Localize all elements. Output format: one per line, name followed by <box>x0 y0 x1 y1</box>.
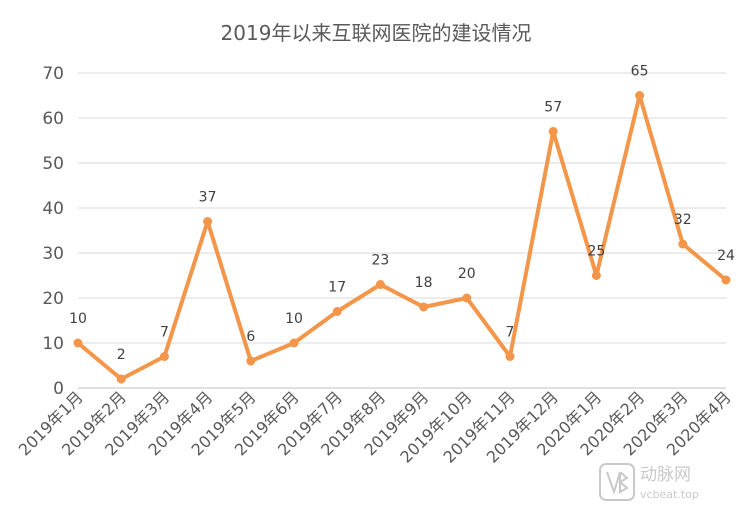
data-label: 18 <box>415 275 433 291</box>
series-layer <box>73 91 731 384</box>
data-point <box>203 217 213 226</box>
data-label: 25 <box>587 244 605 260</box>
y-tick-label: 60 <box>42 109 64 129</box>
data-label: 20 <box>458 266 476 282</box>
data-label: 37 <box>199 190 217 206</box>
data-label: 7 <box>506 325 515 341</box>
data-point <box>73 338 83 348</box>
data-label: 57 <box>544 100 562 116</box>
data-label: 10 <box>285 311 303 327</box>
gridlines <box>78 72 726 389</box>
data-labels: 10 2 7 37 6 10 17 23 18 20 7 57 25 65 32 24 <box>69 64 735 364</box>
data-label: 17 <box>328 280 346 296</box>
data-point <box>505 352 515 361</box>
data-point <box>116 374 126 384</box>
data-point <box>721 275 731 285</box>
y-tick-label: 0 <box>53 379 64 399</box>
data-label: 65 <box>631 64 649 80</box>
data-point <box>332 307 342 316</box>
y-axis-ticks: 0 10 20 30 40 50 60 70 <box>42 64 64 399</box>
y-tick-label: 50 <box>42 154 64 174</box>
data-label: 10 <box>69 311 87 327</box>
data-point <box>462 293 472 303</box>
y-tick-label: 20 <box>42 289 64 309</box>
vb-logo-icon <box>599 463 635 501</box>
data-point <box>419 302 429 312</box>
data-point <box>375 280 385 289</box>
data-point <box>635 91 645 100</box>
data-label: 6 <box>246 329 255 345</box>
data-point <box>246 356 256 366</box>
data-label: 7 <box>160 325 169 341</box>
data-label: 2 <box>117 347 126 363</box>
data-point <box>591 271 601 280</box>
watermark: 动脉网 vcbeat.top <box>599 463 699 501</box>
data-point <box>289 338 299 348</box>
y-tick-label: 10 <box>42 334 64 354</box>
data-point <box>548 127 558 136</box>
watermark-text: 动脉网 <box>640 465 691 485</box>
data-label: 24 <box>717 248 735 264</box>
data-label: 32 <box>674 212 692 228</box>
x-axis-ticks: 2019年1月2019年2月2019年3月2019年4月2019年5月2019年… <box>15 387 735 466</box>
data-label: 23 <box>371 253 389 269</box>
watermark-url: vcbeat.top <box>640 488 699 501</box>
y-tick-label: 30 <box>42 244 64 264</box>
series-line <box>76 93 728 381</box>
data-point <box>678 239 688 249</box>
y-tick-label: 70 <box>42 64 64 84</box>
data-point <box>159 352 169 361</box>
chart-title: 2019年以来互联网医院的建设情况 <box>221 21 532 45</box>
y-tick-label: 40 <box>42 199 64 219</box>
